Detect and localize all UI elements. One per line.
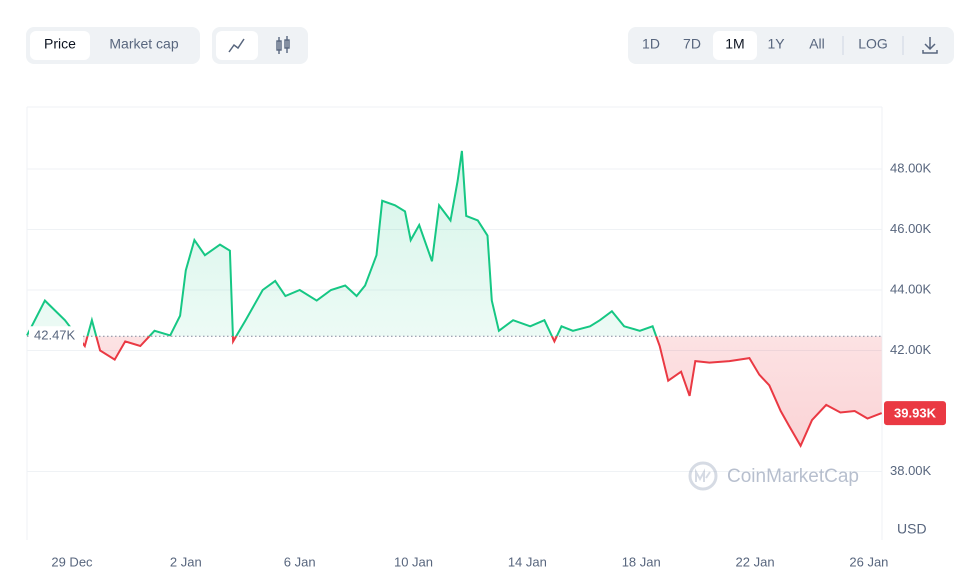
x-tick-label: 18 Jan bbox=[622, 554, 661, 569]
range-button[interactable]: 1M bbox=[725, 36, 744, 52]
x-tick-label: 10 Jan bbox=[394, 554, 433, 569]
x-tick-label: 22 Jan bbox=[736, 554, 775, 569]
x-tick-label: 2 Jan bbox=[170, 554, 202, 569]
x-tick-label: 6 Jan bbox=[284, 554, 316, 569]
watermark: CoinMarketCap bbox=[727, 466, 859, 487]
tab[interactable]: Market cap bbox=[109, 36, 178, 52]
y-tick-label: 44.00K bbox=[890, 281, 932, 296]
y-tick-label: 48.00K bbox=[890, 160, 932, 175]
x-tick-label: 29 Dec bbox=[51, 554, 93, 569]
active-tab bbox=[30, 31, 90, 60]
y-tick-label: 38.00K bbox=[890, 463, 932, 478]
last-price-label: 39.93K bbox=[894, 406, 937, 421]
line-button[interactable] bbox=[216, 31, 258, 60]
baseline-badge bbox=[29, 326, 83, 347]
range-button[interactable]: All bbox=[809, 36, 825, 52]
range-group bbox=[628, 27, 954, 64]
log-button[interactable]: LOG bbox=[858, 36, 888, 52]
download-icon[interactable] bbox=[922, 37, 938, 54]
currency: USD bbox=[897, 521, 927, 537]
range-button[interactable]: 1Y bbox=[767, 36, 785, 52]
range-button[interactable]: 1D bbox=[642, 36, 660, 52]
range-button[interactable]: 7D bbox=[683, 36, 701, 52]
active-range bbox=[713, 31, 757, 60]
plot bbox=[26, 150, 883, 472]
candle-icon[interactable] bbox=[276, 36, 290, 54]
x-tick-label: 26 Jan bbox=[849, 554, 888, 569]
y-tick-label: 42.00K bbox=[890, 342, 932, 357]
price-line-up bbox=[26, 150, 658, 337]
baseline-label: 42.47K bbox=[34, 328, 76, 343]
line-icon bbox=[228, 38, 245, 53]
area-down bbox=[27, 336, 882, 446]
price-line-down bbox=[76, 336, 883, 449]
y-tick-label: 46.00K bbox=[890, 221, 932, 236]
x-tick-label: 14 Jan bbox=[508, 554, 547, 569]
watermark-logo bbox=[688, 461, 718, 491]
last-price-badge bbox=[884, 401, 946, 426]
tab[interactable]: Price bbox=[44, 36, 76, 52]
